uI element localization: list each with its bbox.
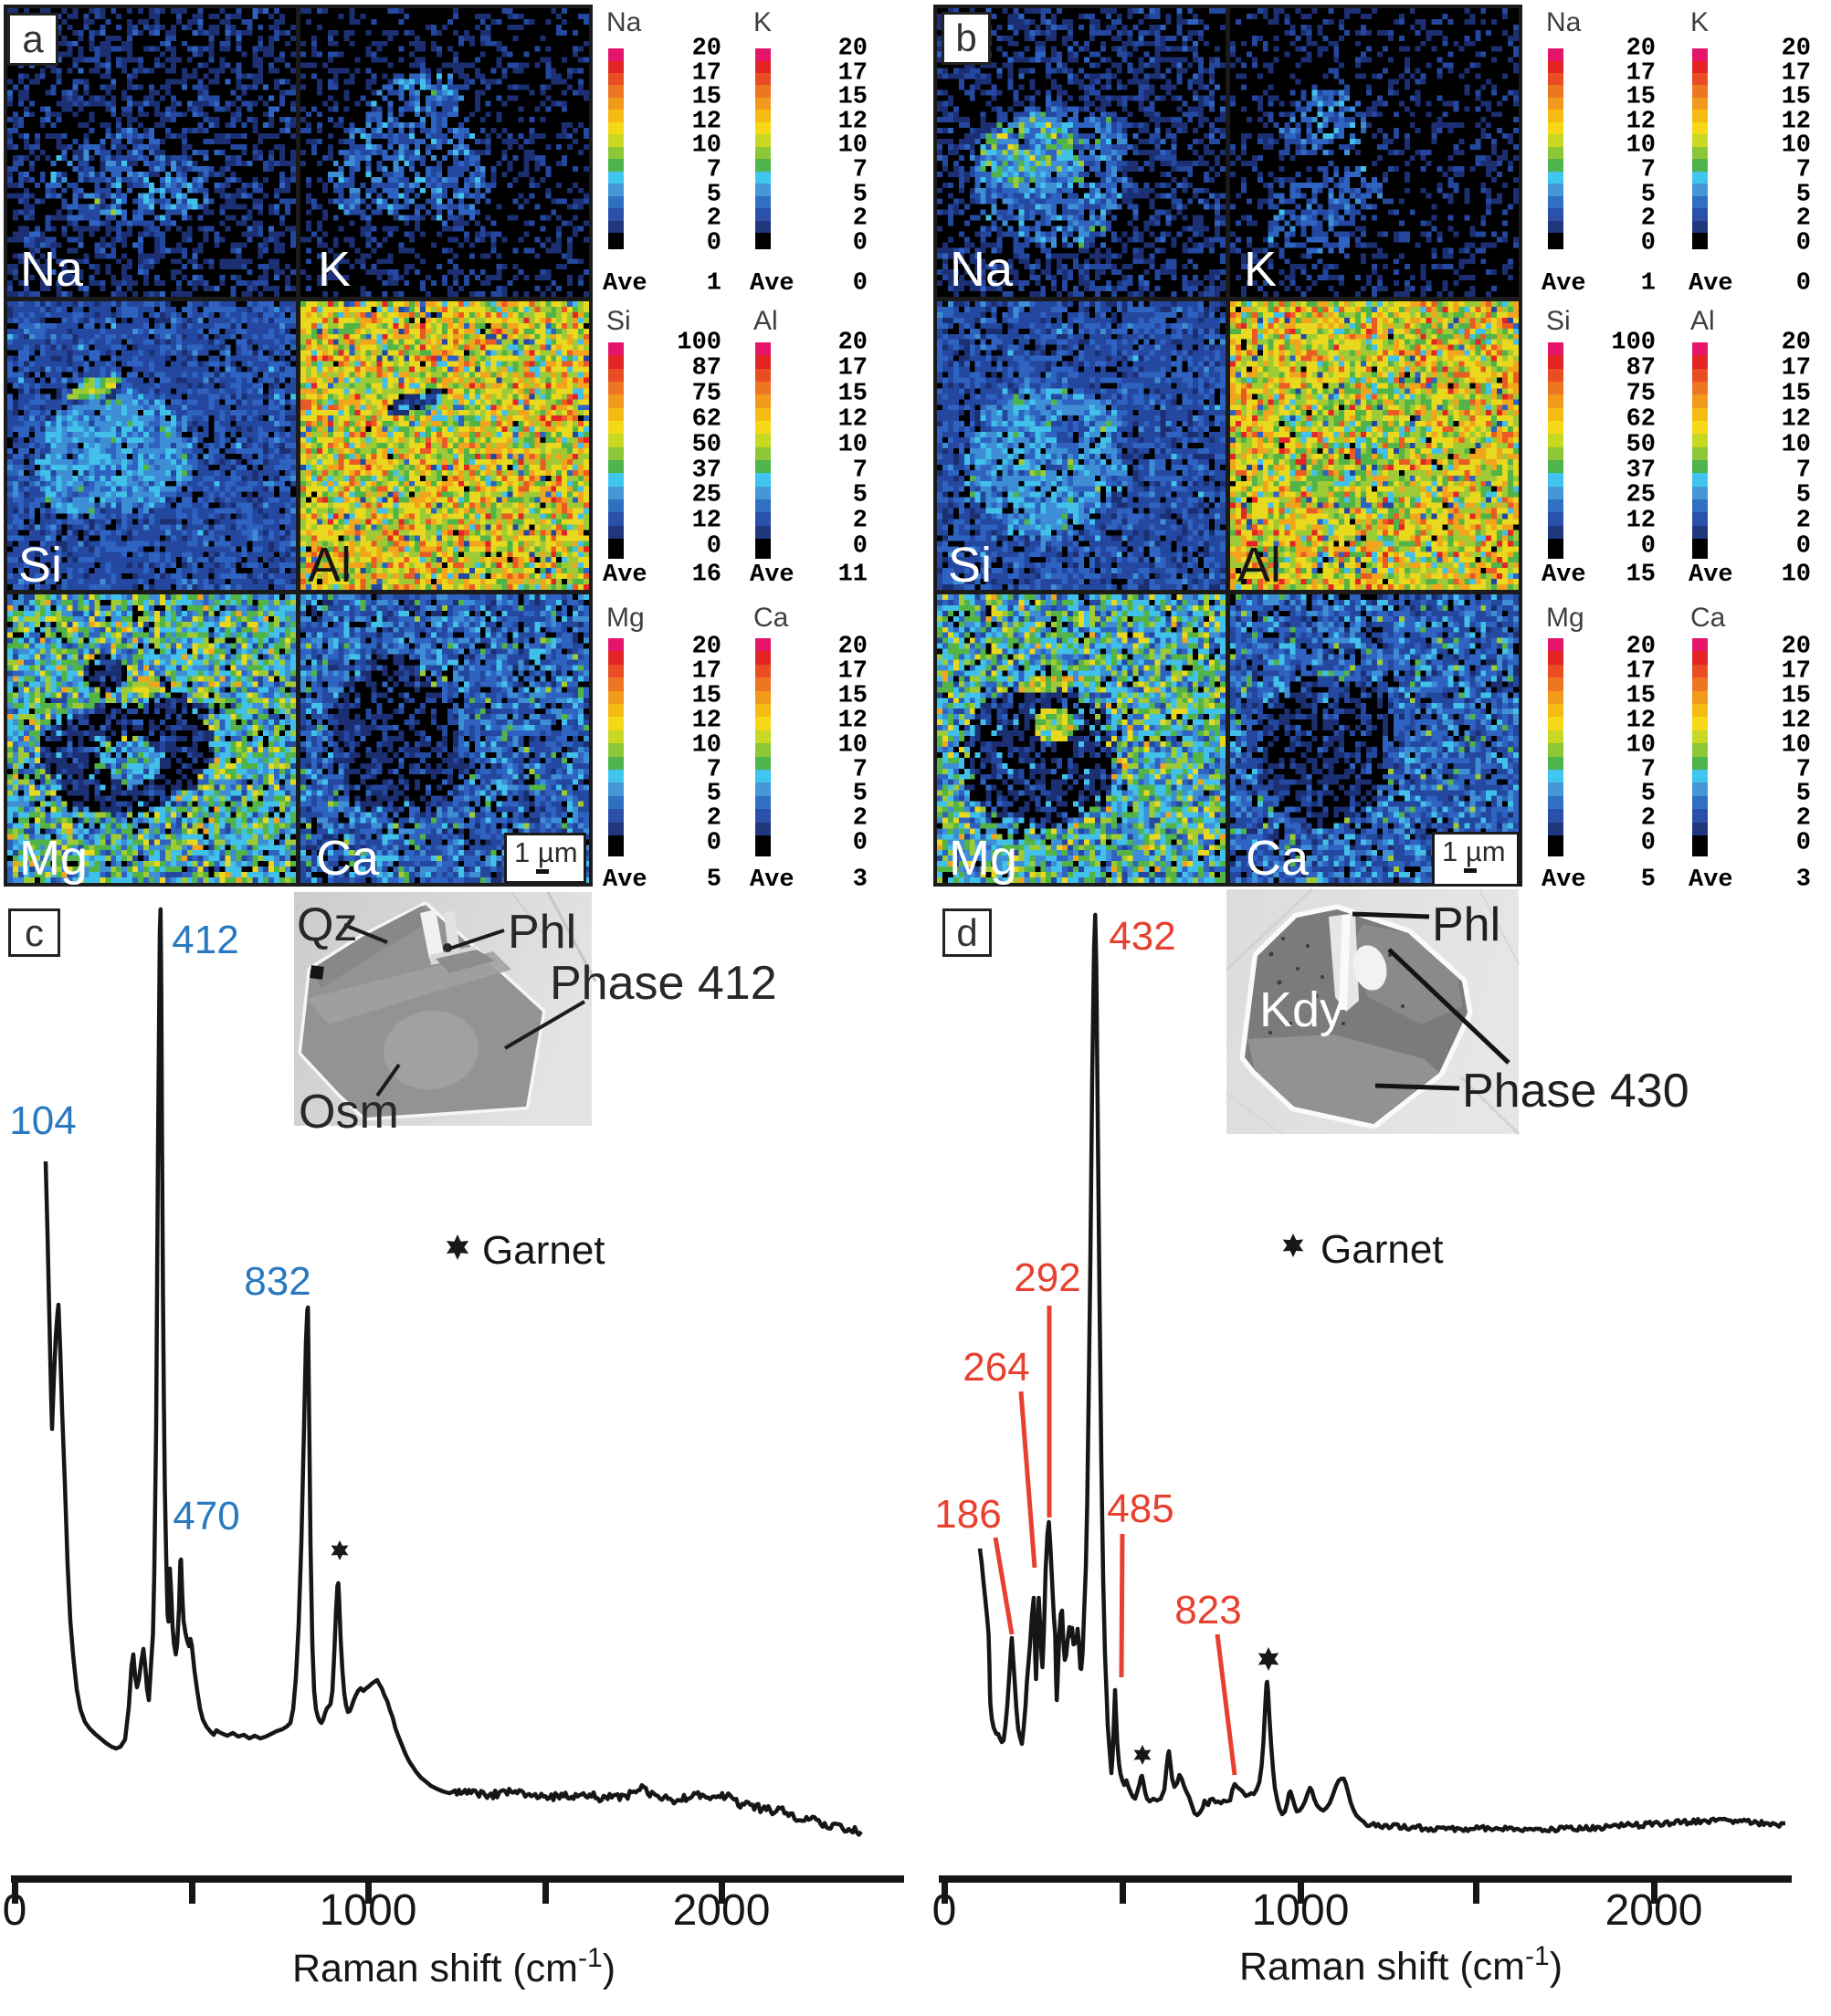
svg-text:0: 0	[3, 1886, 27, 1935]
svg-text:Phase 412: Phase 412	[550, 957, 777, 1010]
svg-text:Phl: Phl	[1432, 898, 1500, 951]
svg-text:Osm: Osm	[299, 1086, 399, 1139]
svg-text:1000: 1000	[320, 1886, 417, 1935]
svg-text:2000: 2000	[673, 1886, 771, 1935]
svg-text:832: 832	[244, 1259, 310, 1304]
svg-text:Qz: Qz	[297, 898, 357, 951]
svg-text:485: 485	[1107, 1486, 1173, 1531]
svg-text:Garnet: Garnet	[1321, 1227, 1444, 1272]
svg-text:Phl: Phl	[508, 906, 576, 959]
svg-text:2000: 2000	[1605, 1886, 1703, 1935]
svg-text:104: 104	[9, 1098, 76, 1143]
svg-text:432: 432	[1109, 914, 1175, 959]
svg-text:1000: 1000	[1252, 1886, 1350, 1935]
svg-text:Raman shift (cm-1): Raman shift (cm-1)	[1239, 1941, 1563, 1990]
svg-text:264: 264	[963, 1345, 1029, 1390]
svg-text:470: 470	[173, 1494, 239, 1538]
svg-text:Kdy: Kdy	[1259, 982, 1344, 1037]
svg-text:412: 412	[172, 918, 238, 962]
svg-text:Raman shift (cm-1): Raman shift (cm-1)	[292, 1943, 616, 1991]
svg-text:Phase 430: Phase 430	[1462, 1065, 1689, 1118]
svg-text:823: 823	[1174, 1588, 1241, 1633]
svg-text:Garnet: Garnet	[482, 1228, 605, 1273]
svg-text:0: 0	[932, 1886, 957, 1935]
svg-text:186: 186	[934, 1492, 1001, 1537]
svg-text:292: 292	[1014, 1255, 1080, 1300]
